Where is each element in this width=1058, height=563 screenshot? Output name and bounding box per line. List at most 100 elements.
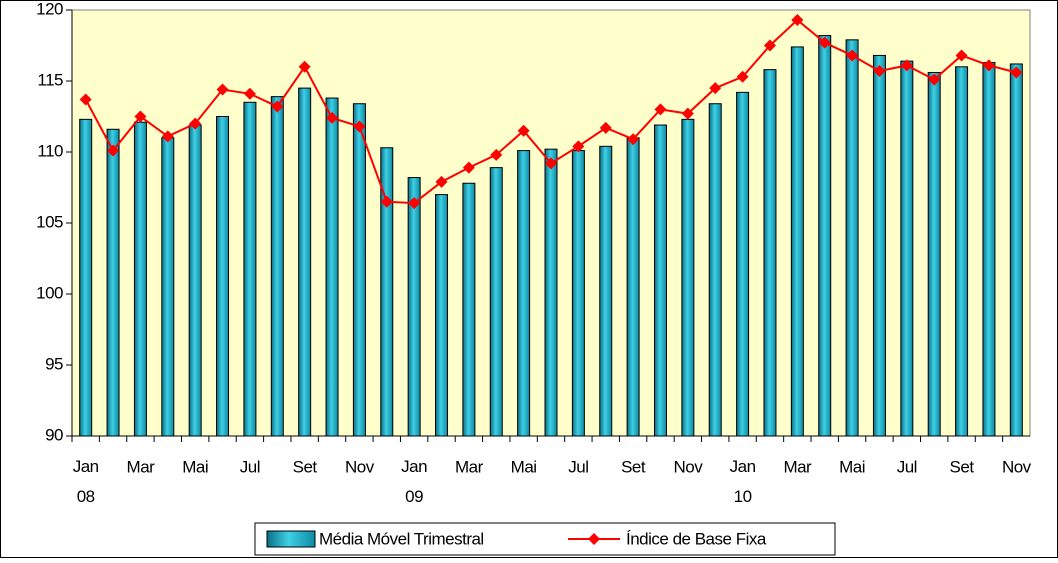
marker xyxy=(1010,66,1023,79)
y-tick-label: 105 xyxy=(36,212,63,231)
marker xyxy=(572,140,585,153)
legend-label: Média Móvel Trimestral xyxy=(319,529,484,548)
bar xyxy=(489,167,503,437)
bar xyxy=(845,39,859,437)
bar xyxy=(517,150,531,437)
marker xyxy=(818,36,831,49)
marker xyxy=(654,103,667,116)
marker xyxy=(435,175,448,188)
y-tick-label: 90 xyxy=(45,425,63,444)
bar xyxy=(161,137,175,437)
bar xyxy=(872,54,886,437)
x-tick-label: Mar xyxy=(127,457,156,476)
bar xyxy=(955,66,969,437)
bar xyxy=(243,101,257,437)
x-tick-label: Set xyxy=(621,457,646,476)
y-tick-label: 100 xyxy=(36,283,63,302)
marker xyxy=(900,59,913,72)
marker xyxy=(271,100,284,113)
marker xyxy=(681,107,694,120)
bar xyxy=(653,124,667,437)
marker xyxy=(107,144,120,157)
marker xyxy=(599,121,612,134)
marker xyxy=(873,65,886,78)
bar xyxy=(1009,63,1023,437)
marker xyxy=(326,111,339,124)
bar xyxy=(927,71,941,437)
bar xyxy=(380,147,394,437)
bar xyxy=(79,118,93,437)
marker xyxy=(490,148,503,161)
x-tick-label: Mar xyxy=(455,457,484,476)
bar xyxy=(571,150,585,437)
bar xyxy=(818,35,832,437)
x-tick-label: Nov xyxy=(345,457,375,476)
marker xyxy=(955,49,968,62)
y-tick-label: 115 xyxy=(37,70,63,89)
bar xyxy=(352,103,366,437)
x-tick-label: Mai xyxy=(839,457,865,476)
legend xyxy=(254,522,836,556)
x-tick-label: Nov xyxy=(673,457,703,476)
marker xyxy=(928,73,941,86)
marker xyxy=(79,93,92,106)
bar xyxy=(708,103,722,437)
marker xyxy=(763,39,776,52)
bar xyxy=(736,91,750,437)
marker xyxy=(353,120,366,133)
legend-label: Índice de Base Fixa xyxy=(626,529,767,548)
marker xyxy=(298,60,311,73)
marker xyxy=(462,161,475,174)
marker xyxy=(216,83,229,96)
bar xyxy=(982,62,996,437)
marker xyxy=(846,49,859,62)
bar xyxy=(106,128,120,437)
x-tick-label: Jan 09 xyxy=(401,457,427,506)
bar xyxy=(900,60,914,437)
y-tick-label: 110 xyxy=(37,141,63,160)
bar xyxy=(133,121,147,437)
x-tick-label: Jul xyxy=(897,457,917,476)
marker xyxy=(408,197,421,210)
bar xyxy=(298,87,312,437)
bar xyxy=(462,182,476,437)
bar xyxy=(325,97,339,437)
x-tick-label: Jul xyxy=(240,457,260,476)
x-tick-label: Mai xyxy=(182,457,208,476)
bar xyxy=(599,145,613,437)
x-tick-label: Jul xyxy=(568,457,588,476)
legend-swatch xyxy=(266,530,316,548)
bar xyxy=(188,124,202,437)
x-tick-label: Set xyxy=(950,457,975,476)
x-tick-label: Nov xyxy=(1002,457,1032,476)
bar xyxy=(763,69,777,437)
y-tick-label: 95 xyxy=(45,354,63,373)
x-tick-label: Jan 10 xyxy=(730,457,756,506)
x-tick-label: Mar xyxy=(783,457,812,476)
marker xyxy=(791,13,804,26)
bar xyxy=(435,194,449,437)
bar xyxy=(681,118,695,437)
marker xyxy=(709,82,722,95)
marker xyxy=(982,59,995,72)
x-tick-label: Mai xyxy=(511,457,537,476)
x-tick-label: Jan 08 xyxy=(73,457,99,506)
marker xyxy=(380,195,393,208)
bar xyxy=(216,116,230,437)
bar xyxy=(544,148,558,437)
marker xyxy=(243,87,256,100)
x-tick-label: Set xyxy=(293,457,318,476)
marker xyxy=(189,117,202,130)
marker xyxy=(736,70,749,83)
marker xyxy=(545,157,557,170)
bar xyxy=(626,137,640,437)
marker xyxy=(627,133,640,146)
marker xyxy=(161,130,174,143)
marker xyxy=(134,110,147,123)
bar xyxy=(270,96,284,437)
bar xyxy=(407,177,421,437)
y-tick-label: 120 xyxy=(36,0,63,18)
marker xyxy=(517,124,530,137)
bar xyxy=(790,46,804,437)
